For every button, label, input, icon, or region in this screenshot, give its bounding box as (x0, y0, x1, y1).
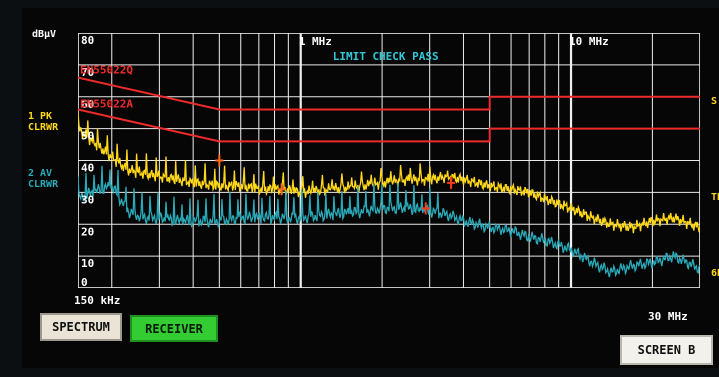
side-mark-2: TD (711, 192, 719, 203)
analyzer-screen: dBμV 1 PK CLRWR 2 AV CLRWR 80 70 60 50 40 30 2… (22, 8, 719, 368)
spectrum-button[interactable]: SPECTRUM (40, 313, 122, 341)
trace-line (78, 165, 700, 278)
y-tick-label: 80 (81, 34, 94, 47)
side-mark-3: 6D (711, 268, 719, 279)
limit-check-status: LIMIT CHECK PASS (333, 50, 439, 63)
limit-line (78, 108, 700, 143)
trace1-label-line2: CLRWR (28, 122, 59, 133)
peak-marker (447, 176, 456, 189)
y-tick-label: 40 (81, 162, 94, 175)
peak-marker (277, 183, 286, 196)
trace2-label: 2 AV CLRWR (28, 168, 58, 190)
limit-line-label: EN55022Q (80, 64, 133, 77)
y-tick-label: 30 (81, 193, 94, 206)
receiver-button[interactable]: RECEIVER (130, 315, 218, 342)
limit-line-label: EN55022A (80, 98, 133, 111)
y-axis-unit: dBμV (32, 29, 57, 40)
trace2-label-line2: CLRWR (28, 179, 59, 190)
limit-line (78, 76, 700, 111)
y-tick-label: 20 (81, 225, 94, 238)
peak-marker (421, 202, 430, 215)
peak-marker (215, 154, 224, 167)
trace-line (78, 112, 700, 234)
y-tick-label: 50 (81, 130, 94, 143)
y-tick-label: 60 (81, 98, 94, 111)
x-axis-start-label: 150 kHz (74, 294, 121, 307)
y-tick-label: 70 (81, 66, 94, 79)
trace1-label: 1 PK CLRWR (28, 111, 58, 133)
x-axis-end-label: 30 MHz (648, 310, 688, 323)
trace2-label-line1: 2 AV (28, 168, 53, 179)
side-mark-1: S (711, 96, 718, 107)
spectrum-plot: 80 70 60 50 40 30 20 10 0 1 MHz 10 MHz LIMIT CHECK … (78, 33, 700, 288)
x-tick-label: 10 MHz (569, 35, 609, 48)
x-tick-label: 1 MHz (299, 35, 332, 48)
y-tick-label: 10 (81, 257, 94, 270)
y-tick-label: 0 (81, 276, 88, 288)
screen-b-button[interactable]: SCREEN B (620, 335, 713, 365)
trace1-label-line1: 1 PK (28, 111, 53, 122)
